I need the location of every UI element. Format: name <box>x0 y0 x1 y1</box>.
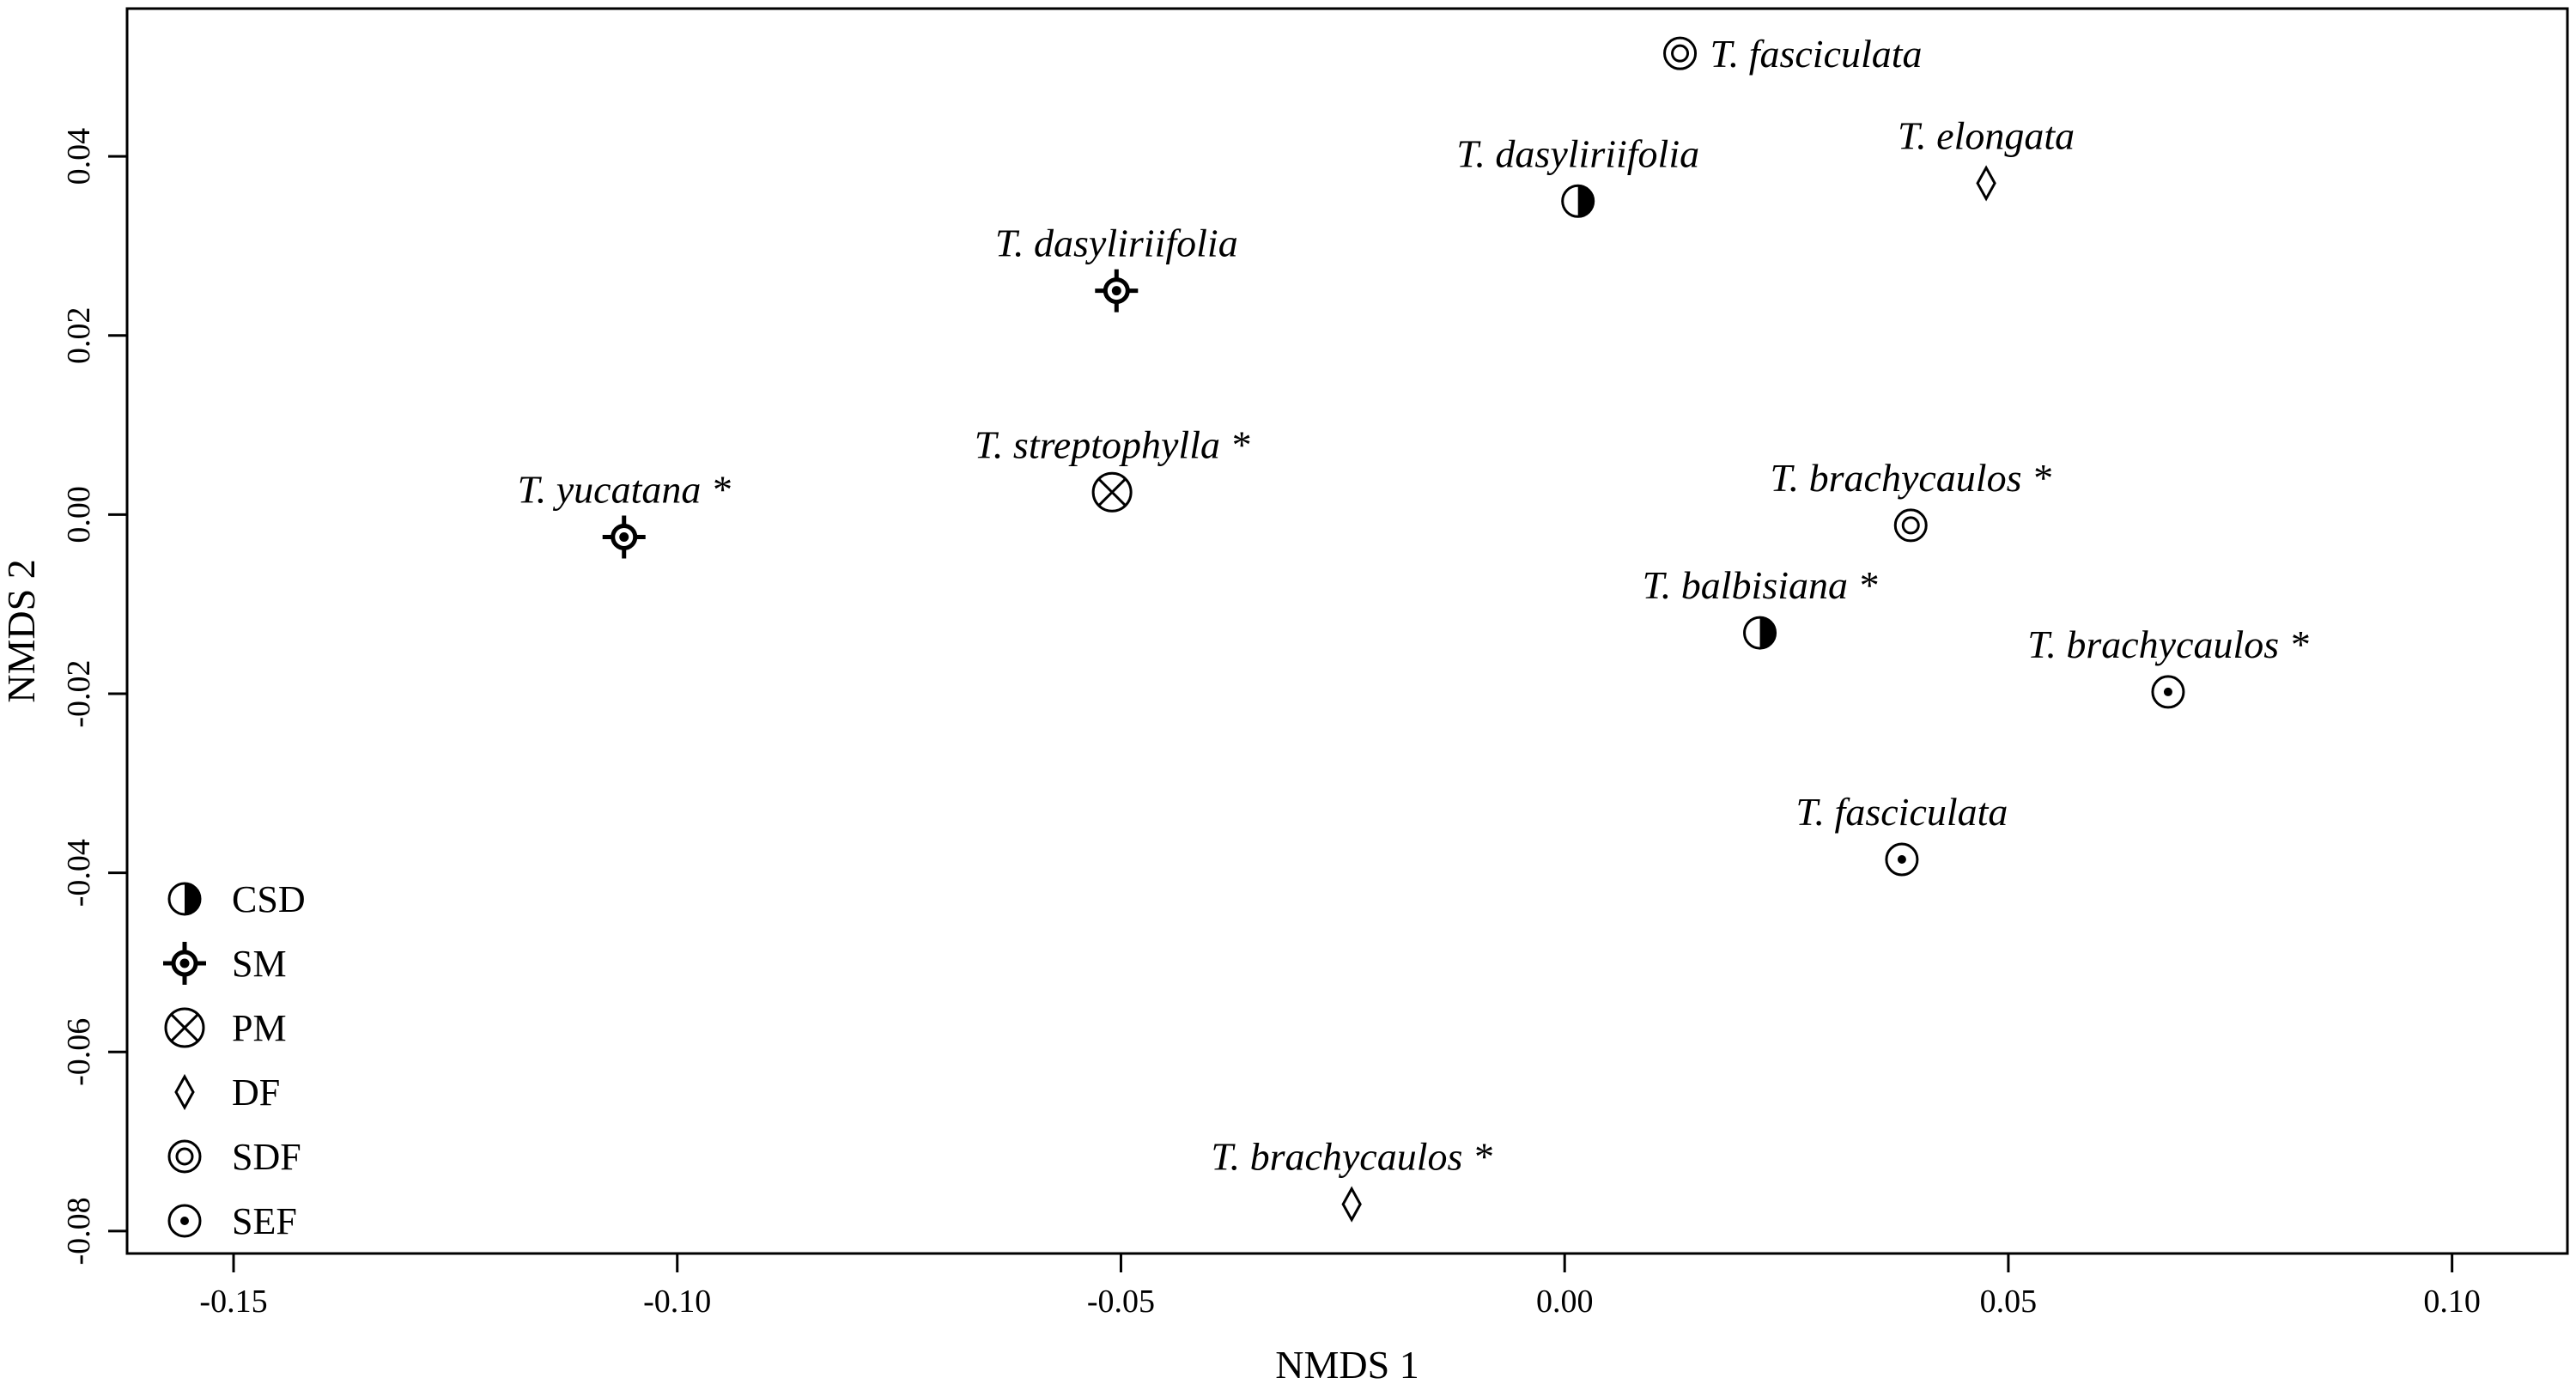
point-df <box>1976 165 1996 202</box>
point-df <box>1341 1186 1362 1223</box>
legend-symbol-pm <box>164 1007 205 1048</box>
point-label: T. dasyliriifolia <box>1456 131 1699 175</box>
point-csd <box>1561 184 1595 218</box>
point-label: T. brachycaulos * <box>2027 622 2309 666</box>
point-label: T. fasciculata <box>1795 790 2008 834</box>
legend-symbol-csd <box>167 882 202 916</box>
point-sef <box>1885 842 1919 877</box>
point-sef <box>2151 675 2185 709</box>
point-sm <box>602 515 646 559</box>
data-points: T. fasciculata T. elongata T. dasyliriifol… <box>518 32 2309 1223</box>
legend-label: SDF <box>232 1136 301 1178</box>
x-axis-title: NMDS 1 <box>1275 1343 1419 1387</box>
legend-symbol-sm <box>163 942 206 985</box>
legend-label: SM <box>232 943 287 985</box>
y-tick-label: 0.02 <box>61 307 97 365</box>
x-tick-label: 0.05 <box>1980 1284 2038 1320</box>
x-axis: -0.15 -0.10 -0.05 0.00 0.05 0.10 <box>199 1253 2481 1320</box>
y-tick-label: -0.02 <box>61 659 97 727</box>
legend-symbol-sef <box>167 1204 202 1238</box>
legend-label: CSD <box>232 878 306 920</box>
point-pm <box>1091 471 1133 513</box>
point-label: T. dasyliriifolia <box>995 222 1238 265</box>
point-label: T. streptophylla * <box>975 422 1250 466</box>
x-tick-label: -0.10 <box>643 1284 711 1320</box>
legend-label: PM <box>232 1007 287 1049</box>
legend-symbol-sdf <box>167 1139 202 1174</box>
x-tick-label: -0.15 <box>199 1284 267 1320</box>
legend-label: SEF <box>232 1200 297 1242</box>
point-label: T. elongata <box>1898 113 2075 157</box>
point-label: T. balbisiana * <box>1643 563 1878 607</box>
legend-label: DF <box>232 1071 280 1114</box>
y-tick-label: -0.04 <box>61 839 97 907</box>
legend-symbol-df <box>174 1073 195 1111</box>
point-sm <box>1095 269 1139 313</box>
point-label: T. fasciculata <box>1710 32 1923 76</box>
legend: CSD SM PM DF SDF SEF <box>163 878 306 1242</box>
x-tick-label: 0.10 <box>2423 1284 2481 1320</box>
plot-frame <box>125 7 2569 1255</box>
y-tick-label: 0.00 <box>61 486 97 543</box>
y-tick-label: 0.04 <box>61 128 97 185</box>
point-sdf <box>1663 36 1698 70</box>
point-label: T. brachycaulos * <box>1770 456 2051 500</box>
y-tick-label: -0.06 <box>61 1018 97 1086</box>
x-tick-label: 0.00 <box>1536 1284 1594 1320</box>
x-tick-label: -0.05 <box>1087 1284 1155 1320</box>
point-label: T. brachycaulos * <box>1211 1135 1492 1179</box>
point-label: T. yucatana * <box>518 467 731 511</box>
y-tick-label: -0.08 <box>61 1197 97 1265</box>
point-sdf <box>1893 508 1928 543</box>
point-csd <box>1743 616 1777 650</box>
y-axis: 0.04 0.02 0.00 -0.02 -0.04 -0.06 -0.08 <box>61 128 127 1265</box>
y-axis-title: NMDS 2 <box>0 559 43 702</box>
